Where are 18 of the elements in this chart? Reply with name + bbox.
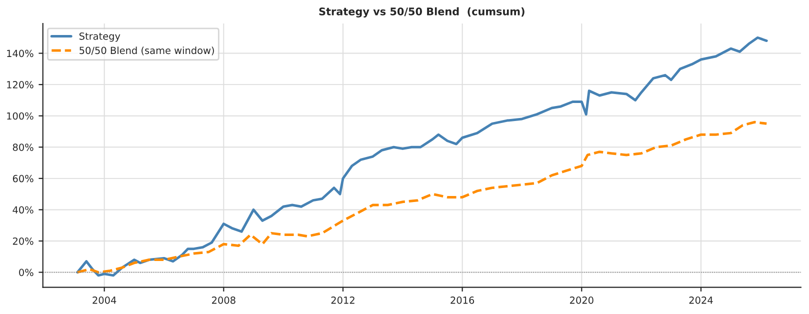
y-tick-label: 40% bbox=[12, 206, 34, 214]
x-tick-label: 2004 bbox=[92, 296, 116, 304]
chart-title: Strategy vs 50/50 Blend (cumsum) bbox=[319, 7, 524, 18]
x-tick-label: 2008 bbox=[212, 296, 236, 304]
legend-label: Strategy bbox=[79, 32, 120, 42]
y-tick-label: 100% bbox=[7, 112, 34, 120]
x-tick-label: 2012 bbox=[331, 296, 354, 304]
y-tick-label: 20% bbox=[12, 237, 34, 245]
y-tick-label: 140% bbox=[7, 50, 34, 58]
y-tick-label: 120% bbox=[7, 81, 34, 88]
line-series bbox=[76, 120, 768, 274]
x-tick-label: 2020 bbox=[570, 296, 594, 304]
x-tick-label: 2024 bbox=[689, 296, 713, 304]
y-tick-label: 80% bbox=[12, 144, 34, 151]
x-tick-label: 2016 bbox=[450, 296, 474, 304]
y-tick-label: 60% bbox=[12, 174, 34, 182]
legend-label: 50/50 Blend (same window) bbox=[80, 46, 214, 56]
y-tick-label: 0% bbox=[19, 268, 34, 276]
